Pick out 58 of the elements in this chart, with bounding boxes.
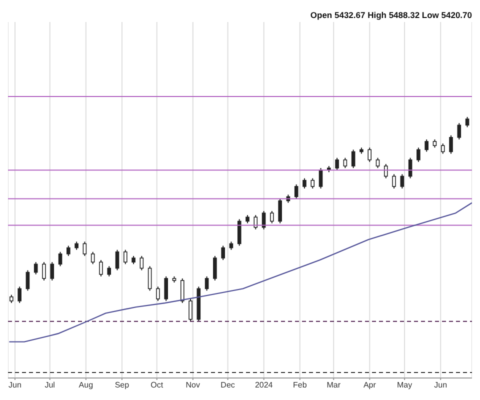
candlestick [164,276,168,302]
candlestick [416,147,420,162]
x-tick-label: Apr [363,380,376,390]
candlestick [42,262,46,281]
candlestick [66,245,70,256]
candlestick [34,262,38,275]
candlestick [449,134,453,154]
x-tick-label: Jul [44,380,56,390]
candlestick [376,157,380,169]
candlestick [335,157,339,171]
candlestick [115,249,120,271]
candlestick [50,262,54,281]
candlestick [343,157,348,169]
x-tick-label: Dec [220,380,235,390]
x-tick-label: Feb [292,380,308,390]
candlestick [156,286,160,302]
x-tick-label: Sep [114,380,130,390]
candlestick [457,122,462,140]
candlestick [237,218,242,246]
candlestick [180,278,184,304]
candlestick [107,266,112,277]
x-tick-label: Oct [150,380,164,390]
candlestick [294,184,298,200]
candlestick [90,251,95,265]
candlestick [188,298,192,322]
x-tick-label: May [396,380,412,390]
candlestick [278,198,282,224]
candlestick [270,210,274,224]
candlestick [213,255,217,281]
candlestick [384,163,388,179]
chart-title: Open 5432.67 High 5488.32 Low 5420.70 [310,10,472,20]
candlestick [204,276,209,292]
candlestick [148,266,152,292]
candlestick [392,174,396,189]
candlestick [26,270,30,292]
x-tick-label: Nov [186,380,200,390]
candlestick [82,241,87,256]
candlestick [99,260,103,277]
candlestick [310,178,315,189]
x-tick-label: Jun [434,380,448,390]
candlestick [18,286,22,304]
x-tick-label: Aug [78,380,94,390]
candlestick [123,249,128,265]
candlestick [368,147,372,162]
candlestick [58,251,62,267]
candlestick [302,178,306,189]
candlestick [221,245,225,261]
candlestick [254,214,258,230]
x-tick-label: Jun [8,380,22,390]
candlestick [351,149,356,169]
x-tick-label: 2024 [254,380,274,390]
candlestick [140,255,144,271]
x-tick-label: Mar [326,380,341,390]
candlestick [440,143,445,154]
candlestick [465,116,470,128]
candlestick [400,174,404,189]
candlestick [318,168,323,189]
candlestick [424,138,428,152]
